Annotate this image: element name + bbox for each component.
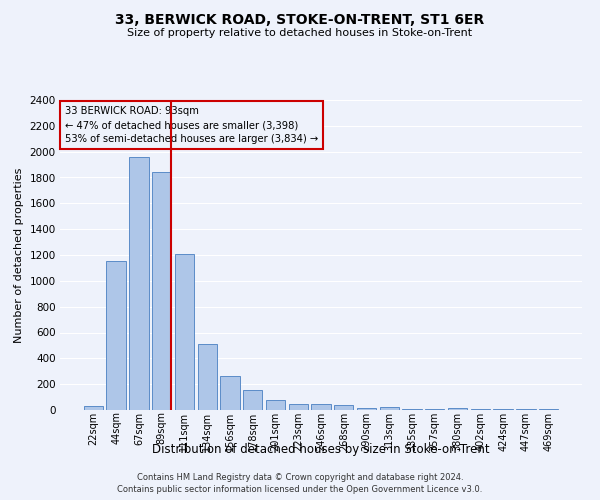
- Text: Distribution of detached houses by size in Stoke-on-Trent: Distribution of detached houses by size …: [152, 442, 490, 456]
- Bar: [243, 390, 262, 410]
- Bar: [448, 408, 467, 410]
- Text: Contains HM Land Registry data © Crown copyright and database right 2024.: Contains HM Land Registry data © Crown c…: [137, 472, 463, 482]
- Bar: [311, 404, 331, 410]
- Bar: [197, 344, 217, 410]
- Bar: [403, 408, 422, 410]
- Bar: [425, 408, 445, 410]
- Text: 33, BERWICK ROAD, STOKE-ON-TRENT, ST1 6ER: 33, BERWICK ROAD, STOKE-ON-TRENT, ST1 6E…: [115, 12, 485, 26]
- Bar: [129, 157, 149, 410]
- Bar: [266, 400, 285, 410]
- Bar: [152, 172, 172, 410]
- Text: Size of property relative to detached houses in Stoke-on-Trent: Size of property relative to detached ho…: [127, 28, 473, 38]
- Text: 33 BERWICK ROAD: 93sqm
← 47% of detached houses are smaller (3,398)
53% of semi-: 33 BERWICK ROAD: 93sqm ← 47% of detached…: [65, 106, 319, 144]
- Bar: [380, 408, 399, 410]
- Bar: [175, 254, 194, 410]
- Bar: [334, 406, 353, 410]
- Text: Contains public sector information licensed under the Open Government Licence v3: Contains public sector information licen…: [118, 485, 482, 494]
- Bar: [106, 262, 126, 410]
- Y-axis label: Number of detached properties: Number of detached properties: [14, 168, 24, 342]
- Bar: [289, 404, 308, 410]
- Bar: [84, 406, 103, 410]
- Bar: [357, 408, 376, 410]
- Bar: [220, 376, 239, 410]
